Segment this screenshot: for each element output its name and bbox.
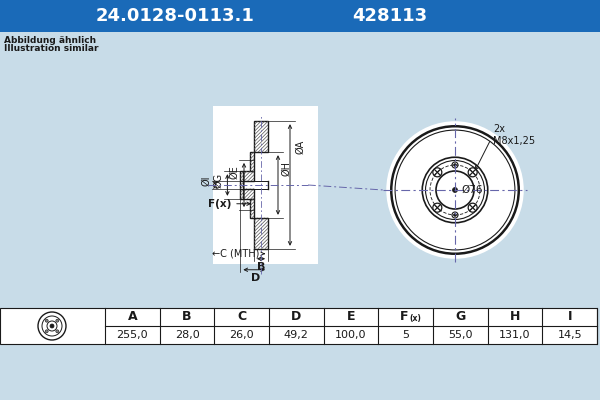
Polygon shape bbox=[241, 171, 244, 199]
Text: 428113: 428113 bbox=[352, 7, 428, 25]
Text: 100,0: 100,0 bbox=[335, 330, 367, 340]
Text: D: D bbox=[291, 310, 301, 324]
Circle shape bbox=[386, 121, 524, 259]
Text: 255,0: 255,0 bbox=[116, 330, 148, 340]
Bar bbox=[0, 308, 597, 344]
Polygon shape bbox=[250, 199, 254, 218]
Text: Illustration similar: Illustration similar bbox=[4, 44, 98, 53]
Text: ←C (MTH): ←C (MTH) bbox=[212, 249, 259, 259]
Text: ØG: ØG bbox=[214, 173, 223, 188]
Text: 26,0: 26,0 bbox=[229, 330, 254, 340]
Text: E: E bbox=[347, 310, 355, 324]
Circle shape bbox=[454, 214, 457, 216]
Text: 131,0: 131,0 bbox=[499, 330, 531, 340]
Polygon shape bbox=[254, 121, 268, 152]
Text: H: H bbox=[510, 310, 520, 324]
Circle shape bbox=[45, 319, 48, 322]
Text: ØH: ØH bbox=[281, 161, 291, 176]
Bar bbox=[0, 0, 600, 32]
Text: F(x): F(x) bbox=[208, 199, 231, 209]
Text: C: C bbox=[237, 310, 246, 324]
Text: 2x
M8x1,25: 2x M8x1,25 bbox=[493, 124, 535, 146]
Text: ØA: ØA bbox=[295, 140, 305, 154]
Polygon shape bbox=[244, 189, 254, 199]
Text: (x): (x) bbox=[410, 314, 422, 323]
Text: ØE: ØE bbox=[229, 166, 239, 179]
Text: Ø76: Ø76 bbox=[461, 185, 482, 195]
Text: G: G bbox=[455, 310, 466, 324]
Text: B: B bbox=[182, 310, 192, 324]
Polygon shape bbox=[254, 218, 268, 249]
Circle shape bbox=[452, 188, 458, 192]
Circle shape bbox=[56, 330, 59, 333]
Text: 24.0128-0113.1: 24.0128-0113.1 bbox=[95, 7, 254, 25]
Circle shape bbox=[454, 164, 457, 166]
Text: 28,0: 28,0 bbox=[175, 330, 199, 340]
Text: D: D bbox=[251, 273, 260, 283]
Circle shape bbox=[56, 319, 59, 322]
Text: I: I bbox=[568, 310, 572, 324]
Text: ØI: ØI bbox=[202, 176, 211, 186]
Circle shape bbox=[45, 330, 48, 333]
Text: 5: 5 bbox=[402, 330, 409, 340]
Bar bbox=[214, 106, 318, 264]
Text: A: A bbox=[128, 310, 137, 324]
Circle shape bbox=[50, 324, 54, 328]
Text: Abbildung ähnlich: Abbildung ähnlich bbox=[4, 36, 96, 45]
Text: F: F bbox=[400, 310, 408, 324]
Polygon shape bbox=[250, 152, 254, 171]
Text: 14,5: 14,5 bbox=[557, 330, 582, 340]
Text: 49,2: 49,2 bbox=[284, 330, 309, 340]
Polygon shape bbox=[244, 171, 254, 181]
Text: B: B bbox=[257, 262, 265, 272]
Text: 55,0: 55,0 bbox=[448, 330, 473, 340]
